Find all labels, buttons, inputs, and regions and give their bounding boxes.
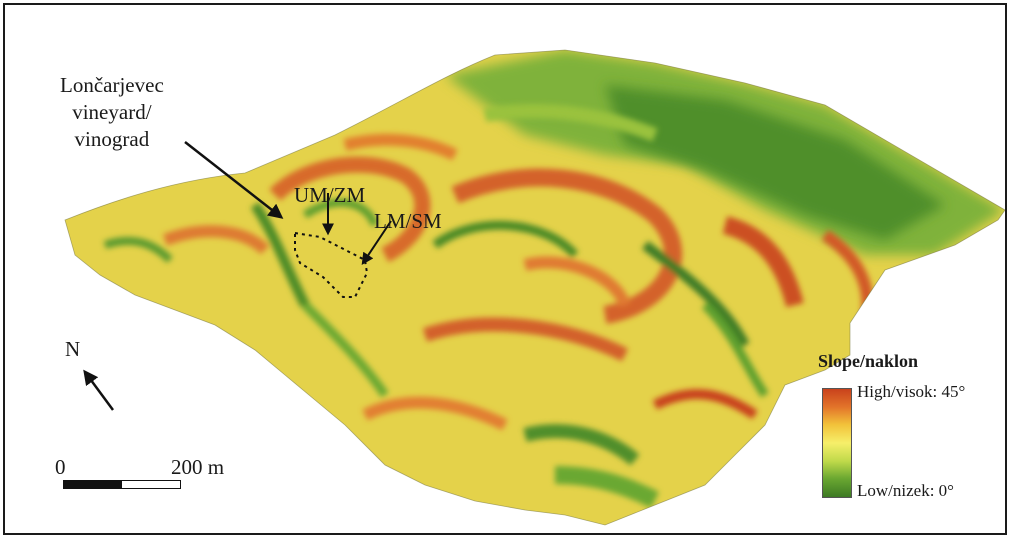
vineyard-outline bbox=[294, 231, 369, 298]
site-pointer-arrow bbox=[184, 141, 284, 219]
legend-high-label: High/visok: 45° bbox=[857, 382, 966, 401]
lower-marker-label: LM/SM bbox=[374, 209, 442, 233]
lower-marker-arrow bbox=[361, 220, 392, 265]
legend-title: Slope/naklon bbox=[818, 351, 919, 371]
scale-bar-black-segment bbox=[64, 481, 122, 488]
site-name-line-2: vineyard/ bbox=[72, 100, 152, 124]
upper-marker-label: UM/ZM bbox=[294, 183, 366, 207]
site-name-line-1: Lončarjevec bbox=[60, 73, 164, 97]
scale-end-label: 200 m bbox=[171, 455, 225, 479]
scale-bar bbox=[63, 480, 181, 489]
north-arrow bbox=[83, 369, 115, 411]
annotation-overlay bbox=[83, 141, 392, 411]
site-name-label: Lončarjevec vineyard/ vinograd bbox=[60, 72, 164, 153]
legend-color-ramp bbox=[822, 388, 852, 498]
slope-terrain-map bbox=[64, 49, 1005, 526]
legend-low-label: Low/nizek: 0° bbox=[857, 481, 954, 500]
site-name-line-3: vinograd bbox=[74, 127, 150, 151]
north-label: N bbox=[65, 337, 81, 361]
map-frame: Lončarjevec vineyard/ vinograd UM/ZM LM/… bbox=[3, 3, 1007, 535]
scale-bar-white-segment bbox=[122, 481, 180, 488]
scale-start-label: 0 bbox=[55, 455, 66, 479]
